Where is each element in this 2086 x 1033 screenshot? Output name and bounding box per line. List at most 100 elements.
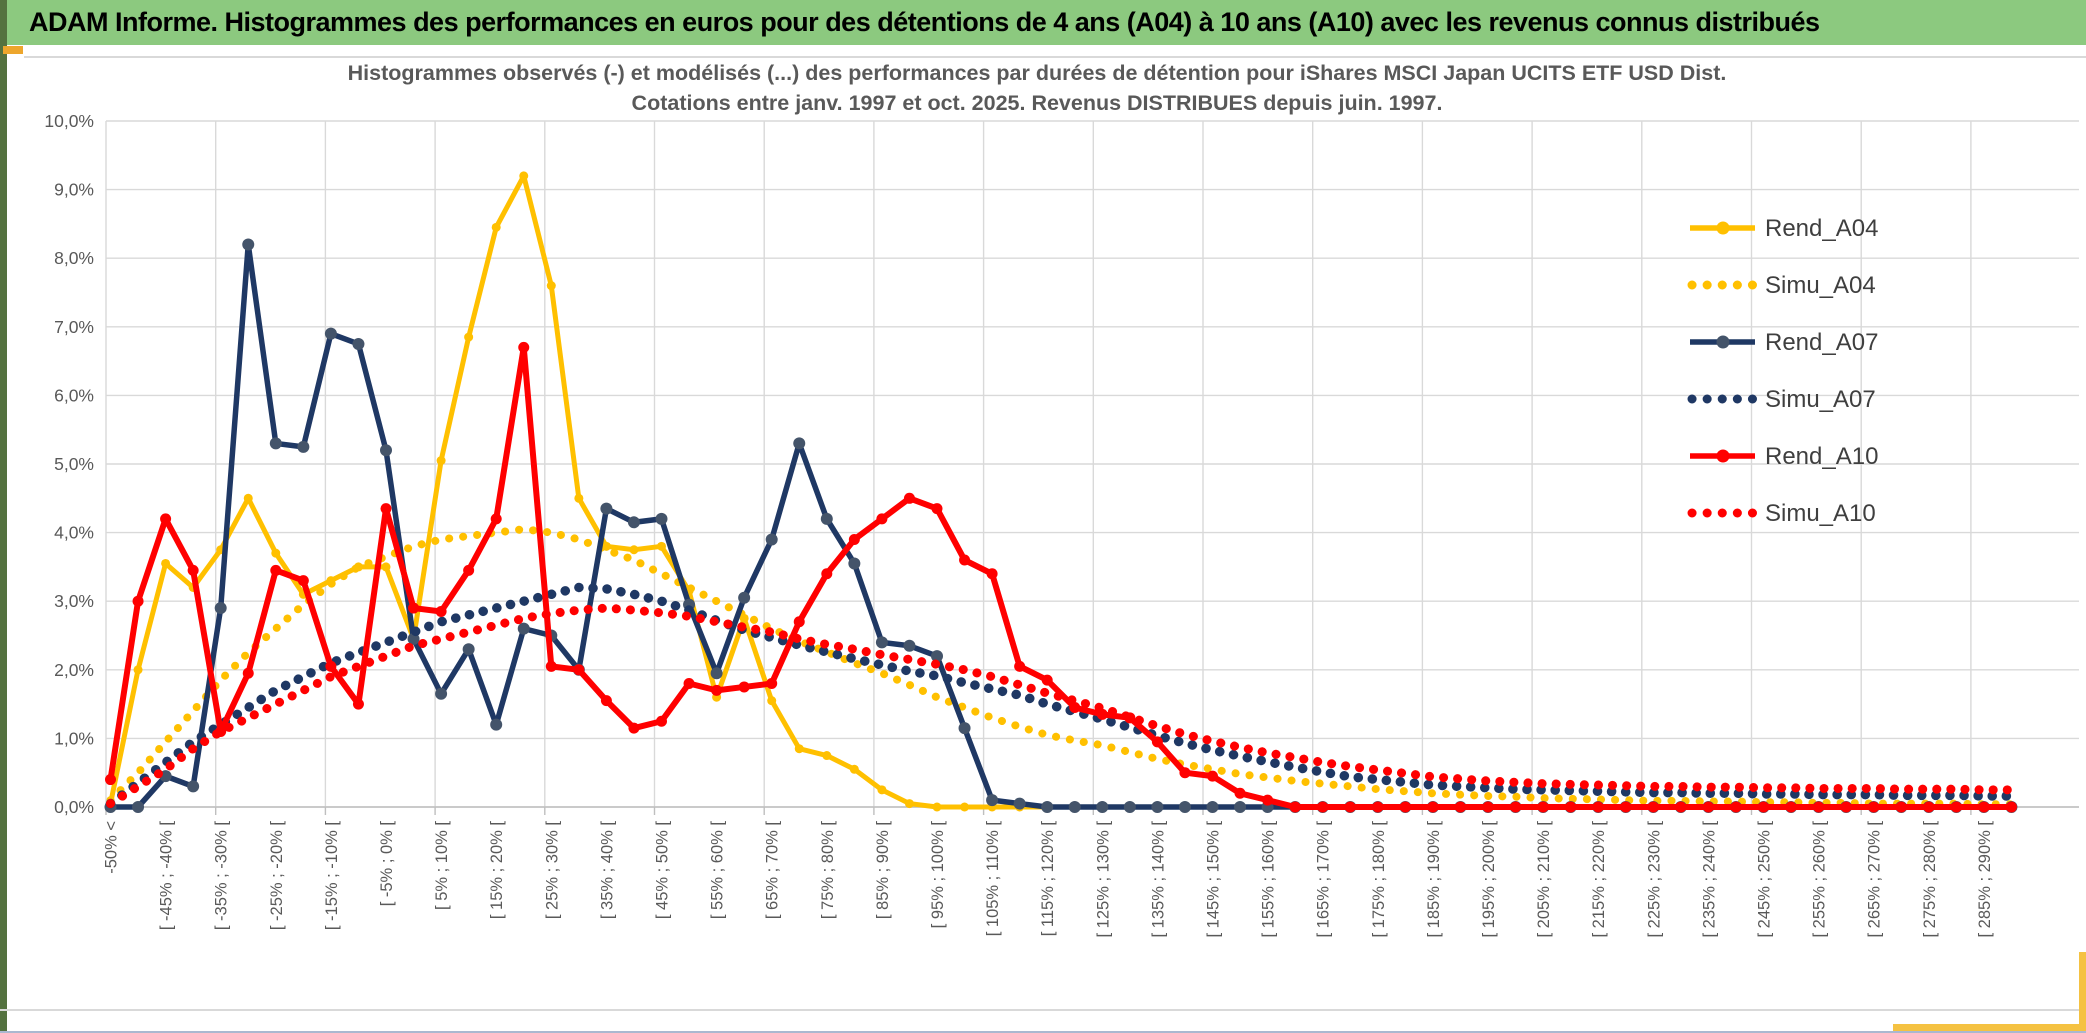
right-yellow-bar bbox=[2079, 952, 2086, 1033]
x-axis-tick-label: [ 175% ; 180% [ bbox=[1370, 821, 1388, 938]
marker-Rend_A10 bbox=[380, 503, 392, 515]
marker-Rend_A10 bbox=[187, 564, 199, 576]
marker-Rend_A04 bbox=[546, 281, 556, 291]
accent-bar bbox=[3, 46, 23, 54]
legend-item-Simu_A10[interactable]: Simu_A10 bbox=[1687, 500, 1876, 527]
performance-histogram-chart: Histogrammes observés (-) et modélisés (… bbox=[7, 58, 2082, 1008]
marker-Rend_A07 bbox=[765, 533, 778, 546]
window-left-border bbox=[0, 0, 7, 1033]
x-axis-tick-label: [ 155% ; 160% [ bbox=[1260, 821, 1278, 938]
x-axis-tick-label: [ -25% ; -20% [ bbox=[268, 821, 286, 931]
y-axis-tick-label: 7,0% bbox=[54, 317, 94, 337]
legend-item-Rend_A04[interactable]: Rend_A04 bbox=[1690, 215, 1878, 242]
y-axis-tick-label: 3,0% bbox=[54, 591, 94, 611]
legend-item-Rend_A07[interactable]: Rend_A07 bbox=[1690, 329, 1878, 356]
marker-Rend_A04 bbox=[243, 493, 253, 503]
x-axis-tick-label: [ 145% ; 150% [ bbox=[1205, 821, 1223, 938]
x-axis-tick-label: [ 235% ; 240% [ bbox=[1700, 821, 1718, 938]
marker-Rend_A10 bbox=[1014, 660, 1026, 672]
marker-Rend_A10 bbox=[683, 678, 695, 690]
dotted-line-Simu_A10 bbox=[106, 603, 2016, 809]
marker-Rend_A07 bbox=[655, 512, 668, 525]
marker-Rend_A10 bbox=[600, 695, 612, 707]
y-axis-tick-label: 4,0% bbox=[54, 523, 94, 543]
marker-Rend_A07 bbox=[903, 639, 916, 652]
x-axis-tick-label: [ 45% ; 50% [ bbox=[654, 821, 672, 920]
x-axis-tick-label: [ 125% ; 130% [ bbox=[1094, 821, 1112, 938]
marker-Rend_A10 bbox=[1207, 770, 1218, 782]
x-axis-tick-label: -50% < bbox=[103, 821, 121, 874]
marker-Rend_A10 bbox=[1399, 801, 1411, 813]
legend-label-Rend_A10: Rend_A10 bbox=[1765, 443, 1878, 470]
legend-item-Simu_A04[interactable]: Simu_A04 bbox=[1687, 272, 1876, 299]
series-Simu_A04 bbox=[106, 525, 2016, 809]
marker-Rend_A07 bbox=[627, 516, 640, 529]
y-axis-tick-label: 1,0% bbox=[54, 728, 94, 748]
marker-Rend_A10 bbox=[848, 533, 860, 545]
marker-Rend_A04 bbox=[794, 744, 804, 754]
marker-Rend_A07 bbox=[1123, 801, 1136, 813]
series-Simu_A07 bbox=[105, 582, 2017, 809]
x-axis-tick-label: [ 35% ; 40% [ bbox=[598, 821, 616, 920]
marker-Rend_A07 bbox=[820, 512, 833, 525]
marker-Rend_A10 bbox=[1565, 801, 1577, 813]
y-axis-tick-label: 0,0% bbox=[54, 797, 94, 817]
marker-Rend_A10 bbox=[1427, 801, 1439, 813]
marker-Rend_A10 bbox=[1950, 801, 1962, 813]
legend-label-Simu_A04: Simu_A04 bbox=[1765, 272, 1876, 299]
marker-Rend_A10 bbox=[435, 605, 447, 617]
marker-Rend_A07 bbox=[958, 722, 971, 735]
marker-Rend_A10 bbox=[352, 698, 364, 710]
marker-Rend_A10 bbox=[959, 554, 971, 566]
y-axis-tick-label: 9,0% bbox=[54, 180, 94, 200]
legend-item-Simu_A07[interactable]: Simu_A07 bbox=[1687, 386, 1876, 413]
x-axis-tick-label: [ 285% ; 290% [ bbox=[1976, 821, 1994, 938]
marker-Rend_A07 bbox=[462, 643, 475, 656]
x-axis-tick-label: [ 195% ; 200% [ bbox=[1480, 821, 1498, 938]
marker-Rend_A10 bbox=[1675, 801, 1687, 813]
marker-Rend_A10 bbox=[656, 715, 667, 727]
x-axis-tick-label: [ 15% ; 20% [ bbox=[488, 821, 506, 920]
marker-Rend_A10 bbox=[1179, 767, 1191, 779]
marker-Rend_A10 bbox=[2005, 801, 2017, 813]
marker-Rend_A10 bbox=[408, 602, 420, 614]
marker-Rend_A10 bbox=[463, 564, 475, 576]
marker-Rend_A10 bbox=[711, 684, 723, 696]
marker-Rend_A04 bbox=[464, 332, 474, 342]
x-axis-tick-label: [ 165% ; 170% [ bbox=[1315, 821, 1333, 938]
marker-Rend_A04 bbox=[161, 558, 171, 568]
y-axis-tick-label: 2,0% bbox=[54, 660, 94, 680]
x-axis-tick-label: [ 135% ; 140% [ bbox=[1149, 821, 1167, 938]
series-Simu_A10 bbox=[106, 603, 2016, 809]
footer-separator bbox=[0, 1009, 2086, 1011]
legend-item-Rend_A10[interactable]: Rend_A10 bbox=[1690, 443, 1878, 470]
x-axis-tick-label: [ 255% ; 260% [ bbox=[1811, 821, 1829, 938]
marker-Rend_A10 bbox=[1647, 801, 1659, 813]
marker-Rend_A04 bbox=[519, 171, 529, 181]
x-axis-tick-label: [ 25% ; 30% [ bbox=[543, 821, 561, 920]
marker-Rend_A10 bbox=[1234, 787, 1246, 799]
marker-Rend_A10 bbox=[1923, 801, 1935, 813]
y-axis-tick-label: 8,0% bbox=[54, 248, 94, 268]
legend-label-Simu_A07: Simu_A07 bbox=[1765, 386, 1876, 413]
marker-Rend_A07 bbox=[738, 591, 751, 604]
marker-Rend_A04 bbox=[904, 799, 914, 809]
marker-Rend_A10 bbox=[903, 492, 915, 504]
banner-underline bbox=[24, 56, 2086, 58]
marker-Rend_A07 bbox=[1206, 801, 1219, 813]
dotted-line-Simu_A04 bbox=[106, 525, 2016, 809]
x-axis-tick-label: [ 205% ; 210% [ bbox=[1535, 821, 1553, 938]
marker-Rend_A10 bbox=[1510, 801, 1522, 813]
marker-Rend_A10 bbox=[1344, 801, 1356, 813]
marker-Rend_A10 bbox=[490, 513, 502, 525]
x-axis-labels: -50% < [ -45% ; -40% [[ -35% ; -30% [[ -2… bbox=[103, 821, 1994, 938]
marker-Rend_A10 bbox=[1620, 801, 1632, 813]
x-axis-tick-label: [ 85% ; 90% [ bbox=[874, 821, 892, 920]
marker-Rend_A10 bbox=[1482, 801, 1494, 813]
x-axis-tick-label: [ 105% ; 110% [ bbox=[984, 821, 1002, 937]
y-axis-tick-label: 10,0% bbox=[44, 111, 94, 131]
marker-Rend_A10 bbox=[986, 568, 998, 580]
marker-Rend_A10 bbox=[1454, 801, 1466, 813]
marker-Rend_A07 bbox=[710, 667, 723, 680]
marker-Rend_A04 bbox=[849, 764, 859, 774]
